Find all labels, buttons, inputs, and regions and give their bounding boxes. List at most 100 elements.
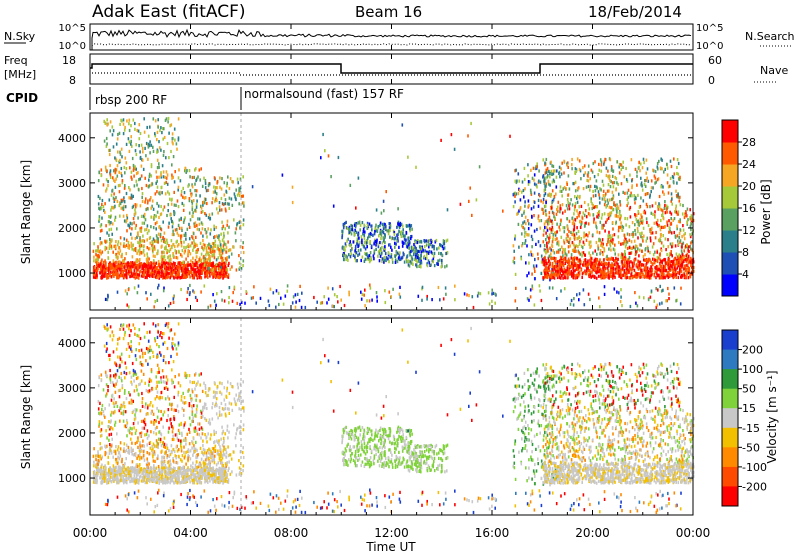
- power-cell: [534, 183, 536, 186]
- power-cell: [139, 242, 141, 245]
- power-cell: [564, 249, 566, 252]
- power-cell: [168, 304, 170, 307]
- power-cell: [131, 196, 133, 199]
- power-cell: [190, 218, 192, 221]
- power-cell: [604, 293, 606, 296]
- power-cell: [150, 225, 152, 228]
- power-cell: [109, 149, 111, 152]
- power-cell: [179, 227, 181, 230]
- power-cell: [224, 181, 226, 184]
- power-cell: [641, 181, 643, 184]
- power-cell: [407, 254, 409, 257]
- power-cell: [175, 267, 177, 270]
- power-cell: [226, 246, 228, 249]
- power-cell: [609, 206, 611, 209]
- power-cell: [677, 266, 679, 269]
- power-cell: [142, 147, 144, 150]
- power-cell: [141, 244, 143, 247]
- power-cell: [98, 250, 100, 253]
- power-cell: [634, 201, 636, 204]
- power-cell: [563, 264, 565, 267]
- power-cell: [409, 264, 411, 267]
- power-cell: [678, 178, 680, 181]
- power-cell: [654, 210, 656, 213]
- power-cell: [174, 128, 176, 131]
- power-cell: [537, 257, 539, 260]
- power-cell: [639, 264, 641, 267]
- power-cell: [345, 258, 347, 261]
- power-cell: [173, 155, 175, 158]
- power-cell: [575, 218, 577, 221]
- power-cell: [216, 263, 218, 266]
- power-cell: [129, 262, 131, 265]
- power-cell: [606, 167, 608, 170]
- power-cell: [158, 192, 160, 195]
- power-cell: [369, 284, 371, 287]
- power-cell: [214, 235, 216, 238]
- power-cell: [206, 231, 208, 234]
- power-cell: [515, 273, 517, 276]
- power-cell: [204, 201, 206, 204]
- power-cell: [101, 207, 103, 210]
- power-cell: [576, 257, 578, 260]
- power-cell: [111, 228, 113, 231]
- power-cell: [230, 177, 232, 180]
- power-cell: [549, 172, 551, 175]
- power-cell: [567, 268, 569, 271]
- power-cell: [412, 258, 414, 261]
- power-cell: [628, 276, 630, 279]
- power-cell: [445, 240, 447, 243]
- power-cell: [132, 275, 134, 278]
- power-cell: [367, 227, 369, 230]
- power-cell: [614, 252, 616, 255]
- power-cell: [607, 190, 609, 193]
- power-cell: [602, 253, 604, 256]
- power-cell: [134, 213, 136, 216]
- power-cell: [112, 189, 114, 192]
- power-cell: [612, 191, 614, 194]
- power-cell: [182, 196, 184, 199]
- power-cell: [242, 264, 244, 267]
- power-cell: [524, 178, 526, 181]
- power-cell: [634, 291, 636, 294]
- power-cell: [109, 244, 111, 247]
- power-cell: [464, 292, 466, 295]
- power-cell: [565, 269, 567, 272]
- power-cell: [648, 224, 650, 227]
- power-cell: [576, 232, 578, 235]
- power-cell: [125, 252, 127, 255]
- power-cell: [612, 274, 614, 277]
- power-cell: [192, 185, 194, 188]
- power-cell: [131, 265, 133, 268]
- power-cell: [675, 268, 677, 271]
- power-cell: [219, 273, 221, 276]
- power-cell: [541, 299, 543, 302]
- power-cell: [579, 159, 581, 162]
- power-cell: [556, 176, 558, 179]
- power-cell: [119, 159, 121, 162]
- power-cell: [157, 186, 159, 189]
- power-cell: [546, 158, 548, 161]
- power-cell: [675, 236, 677, 239]
- power-cell: [154, 245, 156, 248]
- power-cell: [605, 205, 607, 208]
- power-cell: [156, 190, 158, 193]
- power-cell: [326, 301, 328, 304]
- power-cell: [439, 243, 441, 246]
- power-cell: [299, 299, 301, 302]
- power-cell: [522, 180, 524, 183]
- power-cell: [605, 263, 607, 266]
- power-cell: [199, 168, 201, 171]
- power-cell: [438, 252, 440, 255]
- power-cell: [635, 247, 637, 250]
- power-cell: [584, 201, 586, 204]
- power-cell: [578, 251, 580, 254]
- power-cell: [659, 238, 661, 241]
- power-cell: [614, 276, 616, 279]
- power-cell: [562, 203, 564, 206]
- power-cell: [682, 274, 684, 277]
- power-cell: [140, 204, 142, 207]
- power-cell: [670, 230, 672, 233]
- power-cell: [687, 208, 689, 211]
- power-cell: [130, 124, 132, 127]
